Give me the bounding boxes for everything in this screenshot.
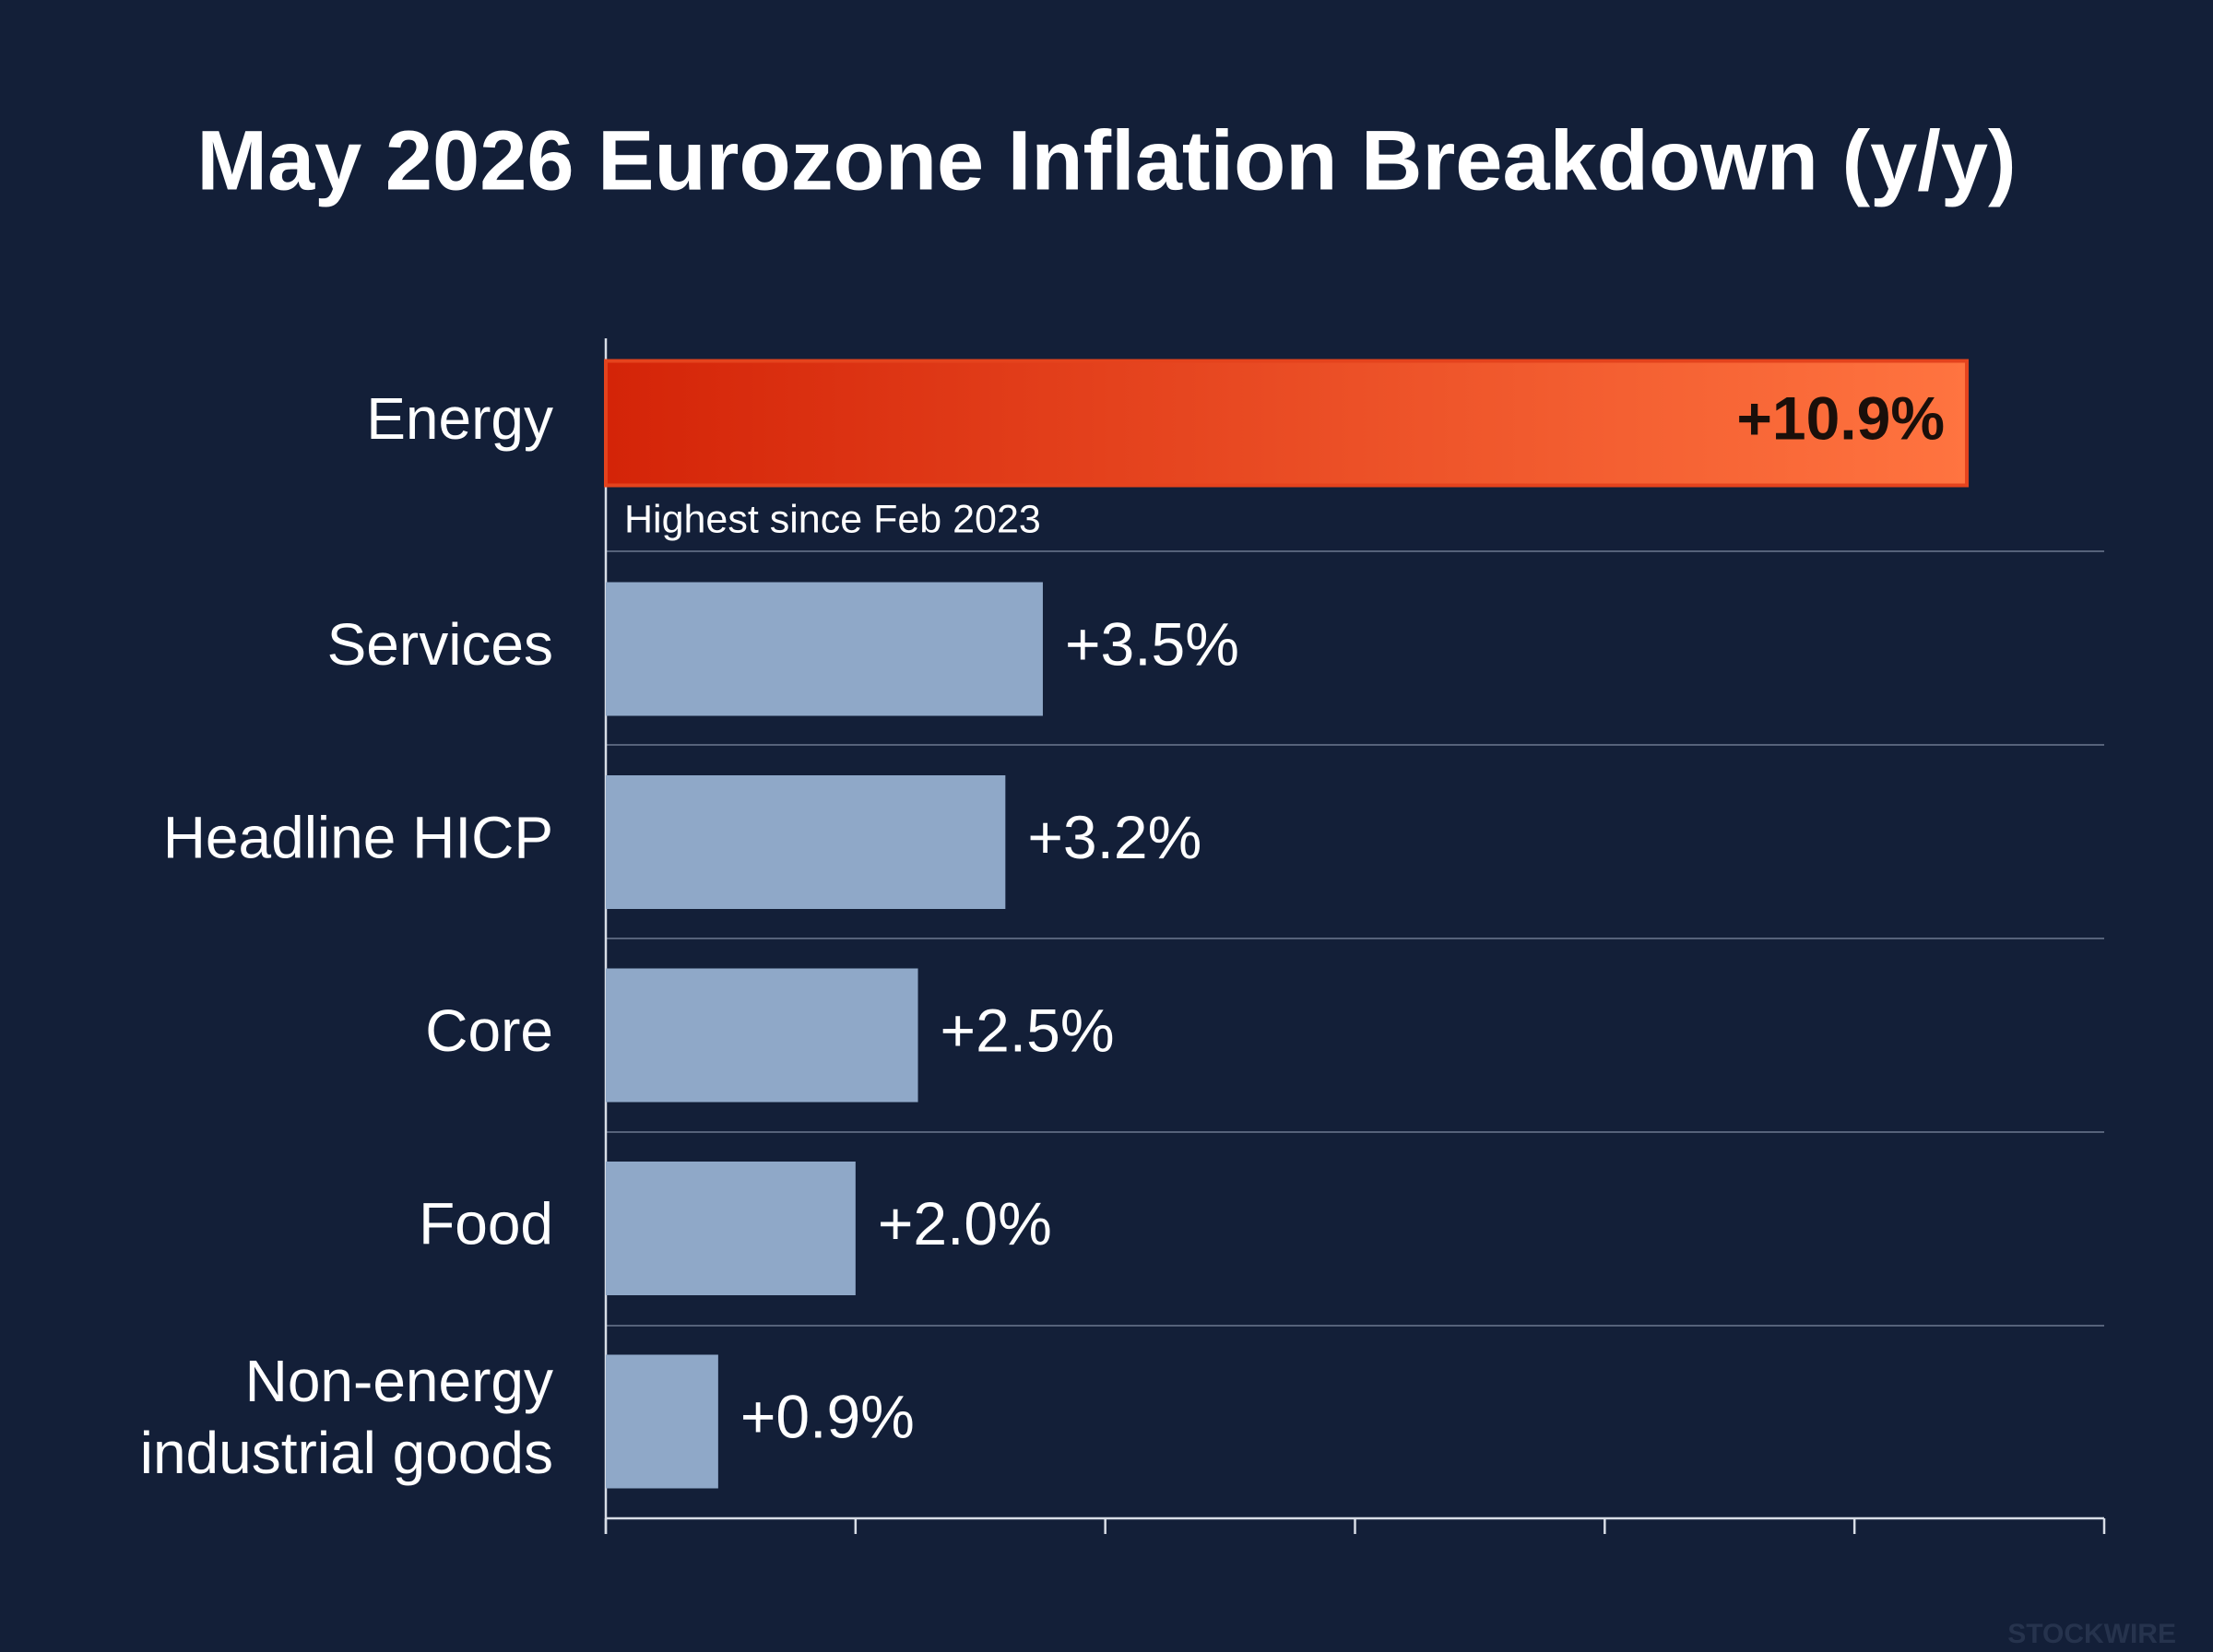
bar bbox=[606, 775, 1006, 909]
category-label: Non-energy industrial goods bbox=[140, 1348, 553, 1486]
watermark: STOCKWIRE bbox=[2007, 1619, 2176, 1649]
bar bbox=[606, 582, 1043, 716]
value-label: +2.5% bbox=[941, 996, 1115, 1064]
category-label: Services bbox=[327, 611, 553, 678]
category-label: Core bbox=[425, 997, 553, 1064]
annotation: Highest since Feb 2023 bbox=[624, 497, 1041, 541]
bar bbox=[606, 1354, 718, 1489]
bar bbox=[606, 968, 918, 1103]
bar bbox=[606, 1162, 856, 1295]
bar bbox=[604, 359, 1970, 488]
value-label: +10.9% bbox=[1736, 384, 1945, 452]
value-label: +3.5% bbox=[1065, 609, 1239, 678]
value-label: +0.9% bbox=[740, 1382, 915, 1450]
chart-title: May 2026 Eurozone Inflation Breakdown (y… bbox=[196, 113, 2016, 207]
category-label: Headline HICP bbox=[163, 804, 553, 870]
value-label: +3.2% bbox=[1027, 803, 1201, 871]
category-label: Food bbox=[419, 1190, 553, 1257]
value-label: +2.0% bbox=[878, 1189, 1052, 1257]
category-label: Energy bbox=[366, 385, 553, 452]
